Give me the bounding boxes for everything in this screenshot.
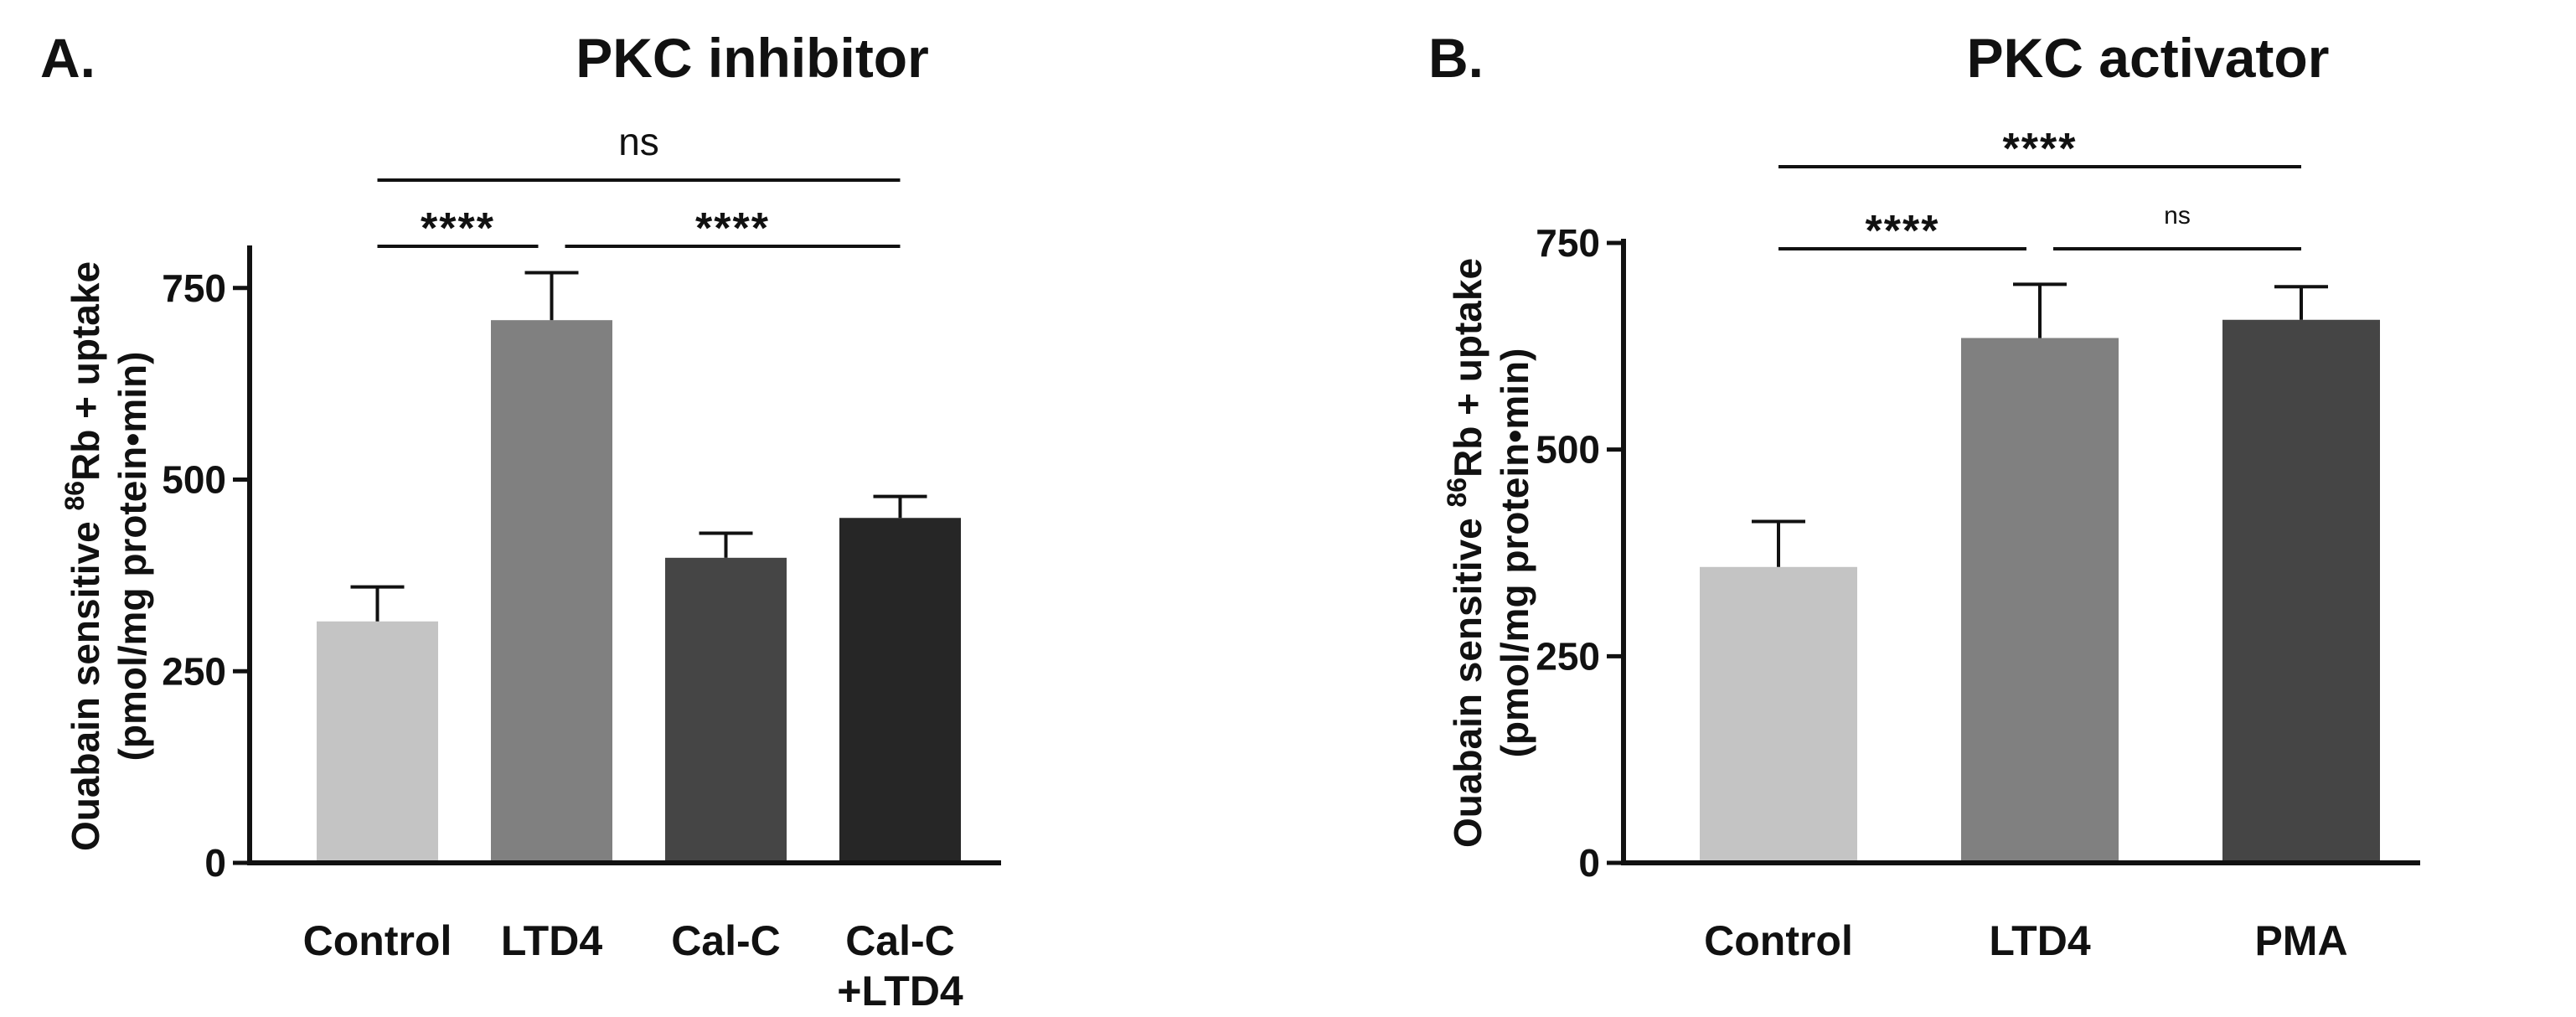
bar-2 — [491, 320, 612, 863]
x-category-label-line: Control — [303, 917, 452, 964]
error-bar-1 — [1752, 519, 1805, 567]
x-category-label-line: PMA — [2254, 917, 2347, 964]
x-category-label-1: Control — [1704, 917, 1853, 964]
significance-label-2: **** — [1866, 207, 1940, 256]
error-bar-3 — [699, 531, 753, 558]
error-bar-2 — [524, 271, 579, 321]
y-axis-label-line2: (pmol/mg protein•min) — [111, 352, 154, 761]
x-category-label-3: Cal-C — [671, 917, 781, 964]
panel-label: A. — [40, 27, 96, 89]
x-category-label-2: LTD4 — [501, 917, 602, 964]
error-bar-1 — [350, 585, 405, 622]
y-axis-label-line2: (pmol/mg protein•min) — [1493, 348, 1536, 758]
y-axis-label: Ouabain sensitive 86Rb + uptake(pmol/mg … — [1442, 258, 1536, 848]
y-tick-label-500: 500 — [1536, 428, 1600, 472]
y-axis-label-post: Rb + uptake — [64, 261, 107, 481]
y-tick-label-0: 0 — [1578, 841, 1600, 885]
panel-label: B. — [1428, 27, 1484, 89]
x-category-label-4: Cal-C +LTD4 — [837, 917, 963, 1014]
y-axis-label-line1: Ouabain sensitive 86Rb + uptake — [1442, 258, 1489, 848]
x-category-label-line: LTD4 — [1989, 917, 2090, 964]
x-category-label-line: Cal-C — [671, 917, 781, 964]
x-category-label-line: Control — [1704, 917, 1853, 964]
bar-4 — [839, 518, 961, 863]
y-tick-label-750: 750 — [162, 266, 226, 310]
y-axis-label-sup: 86 — [59, 481, 90, 511]
significance-label-2: **** — [421, 204, 495, 253]
bar-1 — [317, 621, 438, 863]
x-category-label-2: LTD4 — [1989, 917, 2090, 964]
x-category-label-1: Control — [303, 917, 452, 964]
x-category-label-line: Cal-C — [845, 917, 955, 964]
error-bar-3 — [2274, 285, 2328, 320]
y-tick-label-500: 500 — [162, 458, 226, 502]
x-category-label-line: +LTD4 — [837, 968, 963, 1014]
y-axis-label-line1: Ouabain sensitive 86Rb + uptake — [59, 261, 107, 851]
significance-label-1: ns — [618, 120, 659, 163]
error-bar-2 — [2013, 282, 2067, 338]
error-bar-4 — [873, 494, 927, 519]
chart-title: PKC activator — [1967, 27, 2330, 89]
y-tick-label-750: 750 — [1536, 221, 1600, 265]
y-axis-label: Ouabain sensitive 86Rb + uptake(pmol/mg … — [59, 261, 154, 851]
significance-label-3: ns — [2164, 202, 2191, 230]
significance-label-3: **** — [695, 204, 770, 253]
y-tick-label-250: 250 — [162, 649, 226, 693]
y-axis-label-pre: Ouabain sensitive — [1446, 508, 1489, 848]
y-axis-label-pre: Ouabain sensitive — [64, 511, 107, 851]
panel-b: B. PKC activator Ouabain sensitive 86Rb + … — [1428, 27, 2420, 964]
y-axis-label-sup: 86 — [1442, 478, 1472, 508]
x-category-label-3: PMA — [2254, 917, 2347, 964]
y-tick-label-0: 0 — [204, 841, 226, 885]
panel-a: A. PKC inhibitor Ouabain sensitive 86Rb + … — [40, 27, 1001, 1014]
bar-1 — [1700, 566, 1857, 863]
y-axis-label-post: Rb + uptake — [1446, 258, 1489, 478]
significance-label-1: **** — [2003, 125, 2078, 173]
bar-3 — [665, 557, 787, 863]
x-category-label-line: LTD4 — [501, 917, 602, 964]
bar-3 — [2222, 319, 2380, 863]
y-tick-label-250: 250 — [1536, 634, 1600, 678]
chart-title: PKC inhibitor — [576, 27, 929, 89]
bar-2 — [1961, 338, 2119, 863]
